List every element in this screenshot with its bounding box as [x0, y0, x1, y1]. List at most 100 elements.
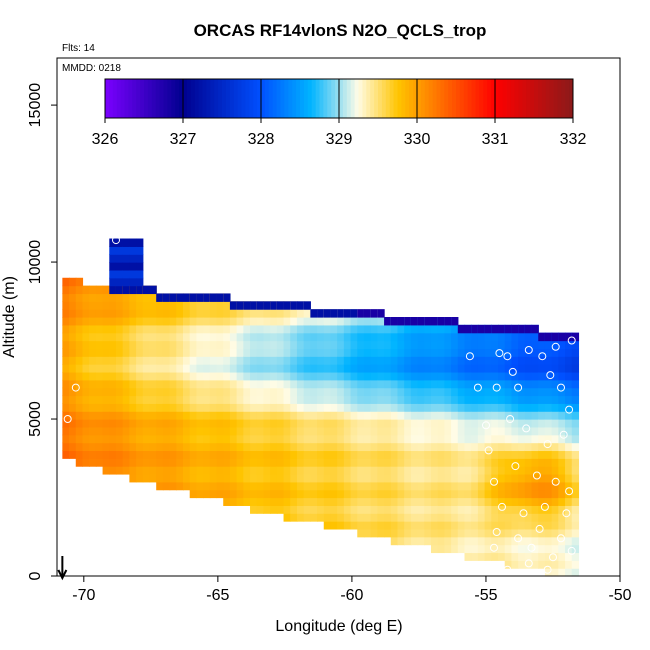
heatmap-cell: [310, 411, 318, 420]
heatmap-cell: [223, 387, 231, 397]
heatmap-cell: [176, 332, 184, 342]
heatmap-cell: [323, 395, 332, 404]
heatmap-cell: [410, 513, 419, 522]
heatmap-cell: [471, 481, 479, 491]
heatmap-cell: [430, 481, 439, 491]
heatmap-cell: [424, 489, 432, 499]
heatmap-cell: [115, 364, 124, 373]
heatmap-cell: [229, 387, 238, 397]
heatmap-cell: [524, 332, 533, 342]
colorbar-swatch: [448, 79, 453, 118]
heatmap-cell: [451, 450, 459, 459]
heatmap-cell: [69, 403, 77, 412]
heatmap-cell: [263, 497, 271, 506]
heatmap-cell: [410, 371, 419, 381]
heatmap-cell: [357, 403, 365, 412]
heatmap-cell: [457, 458, 466, 467]
heatmap-cell: [109, 387, 117, 397]
colorbar-swatch: [339, 79, 344, 118]
heatmap-cell: [430, 466, 439, 475]
heatmap-cell: [330, 379, 338, 389]
heatmap-cell: [216, 419, 224, 428]
heatmap-cell: [511, 521, 519, 530]
heatmap-cell: [115, 379, 124, 389]
colorbar-swatch: [502, 79, 508, 118]
colorbar: 326 327 328 329 330 331 332: [92, 78, 586, 148]
heatmap-cell: [471, 379, 479, 389]
observation-point: [519, 509, 528, 518]
heatmap-cell: [518, 434, 526, 444]
heatmap-cell: [498, 458, 506, 467]
colorbar-swatch: [537, 79, 543, 118]
heatmap-cell: [256, 458, 265, 467]
heatmap-cell: [303, 426, 311, 436]
heatmap-cell: [524, 379, 533, 389]
heatmap-cell: [571, 419, 580, 428]
heatmap-cell: [551, 528, 559, 538]
heatmap-cell: [544, 419, 553, 428]
x-tick-label: -50: [608, 587, 631, 604]
heatmap-cell: [69, 419, 77, 428]
heatmap-cell: [404, 324, 412, 334]
heatmap-cell: [129, 450, 137, 459]
heatmap-cell: [283, 348, 291, 357]
heatmap-cell: [250, 403, 258, 412]
heatmap-cell: [544, 466, 553, 475]
heatmap-cell: [444, 489, 452, 499]
heatmap-cell: [270, 395, 278, 404]
heatmap-cell: [109, 395, 117, 404]
heatmap-cell: [565, 371, 573, 381]
heatmap-cell: [176, 419, 184, 428]
heatmap-cell: [417, 340, 425, 349]
heatmap-cell: [518, 528, 526, 538]
heatmap-cell: [270, 379, 278, 389]
heatmap-cell: [136, 285, 144, 295]
heatmap-cell: [250, 489, 258, 499]
heatmap-cell: [370, 528, 378, 538]
heatmap-cell: [397, 387, 405, 397]
observation-point: [538, 352, 547, 361]
heatmap-cell: [424, 387, 432, 397]
heatmap-cell: [437, 395, 445, 404]
heatmap-cell: [437, 450, 445, 459]
heatmap-cell: [69, 434, 77, 444]
heatmap-cell: [223, 371, 231, 381]
heatmap-cell: [551, 379, 559, 389]
heatmap-cell: [209, 395, 218, 404]
heatmap-cell: [250, 348, 258, 357]
heatmap-cell: [169, 450, 177, 459]
heatmap-cell: [337, 442, 345, 452]
date-label: MMDD: 0218: [62, 63, 121, 74]
heatmap-cell: [357, 513, 365, 522]
heatmap-cell: [491, 505, 499, 514]
heatmap-cell: [310, 419, 318, 428]
heatmap-cell: [538, 481, 546, 491]
heatmap-cell: [109, 340, 117, 349]
heatmap-cell: [350, 513, 358, 522]
heatmap-cell: [256, 387, 265, 397]
heatmap-cell: [229, 497, 238, 506]
heatmap-cell: [531, 411, 539, 420]
heatmap-cell: [156, 434, 164, 444]
colorbar-tick-label: 328: [248, 131, 275, 148]
heatmap-cell: [243, 356, 251, 365]
heatmap-cell: [498, 403, 506, 412]
heatmap-cell: [524, 466, 533, 475]
heatmap-cell: [216, 466, 224, 475]
heatmap-cell: [176, 317, 184, 326]
heatmap-cell: [183, 379, 191, 389]
heatmap-cell: [263, 403, 271, 412]
heatmap-cell: [451, 521, 459, 530]
heatmap-cell: [250, 340, 258, 349]
heatmap-cell: [209, 364, 218, 373]
heatmap-cell: [62, 332, 70, 342]
heatmap-cell: [122, 403, 130, 412]
heatmap-cell: [377, 497, 385, 506]
heatmap-cell: [129, 364, 137, 373]
heatmap-cell: [457, 481, 466, 491]
heatmap-cell: [437, 497, 445, 506]
heatmap-cell: [149, 364, 157, 373]
heatmap-cell: [216, 324, 224, 334]
colorbar-swatch: [549, 79, 554, 118]
heatmap-cell: [296, 450, 305, 459]
